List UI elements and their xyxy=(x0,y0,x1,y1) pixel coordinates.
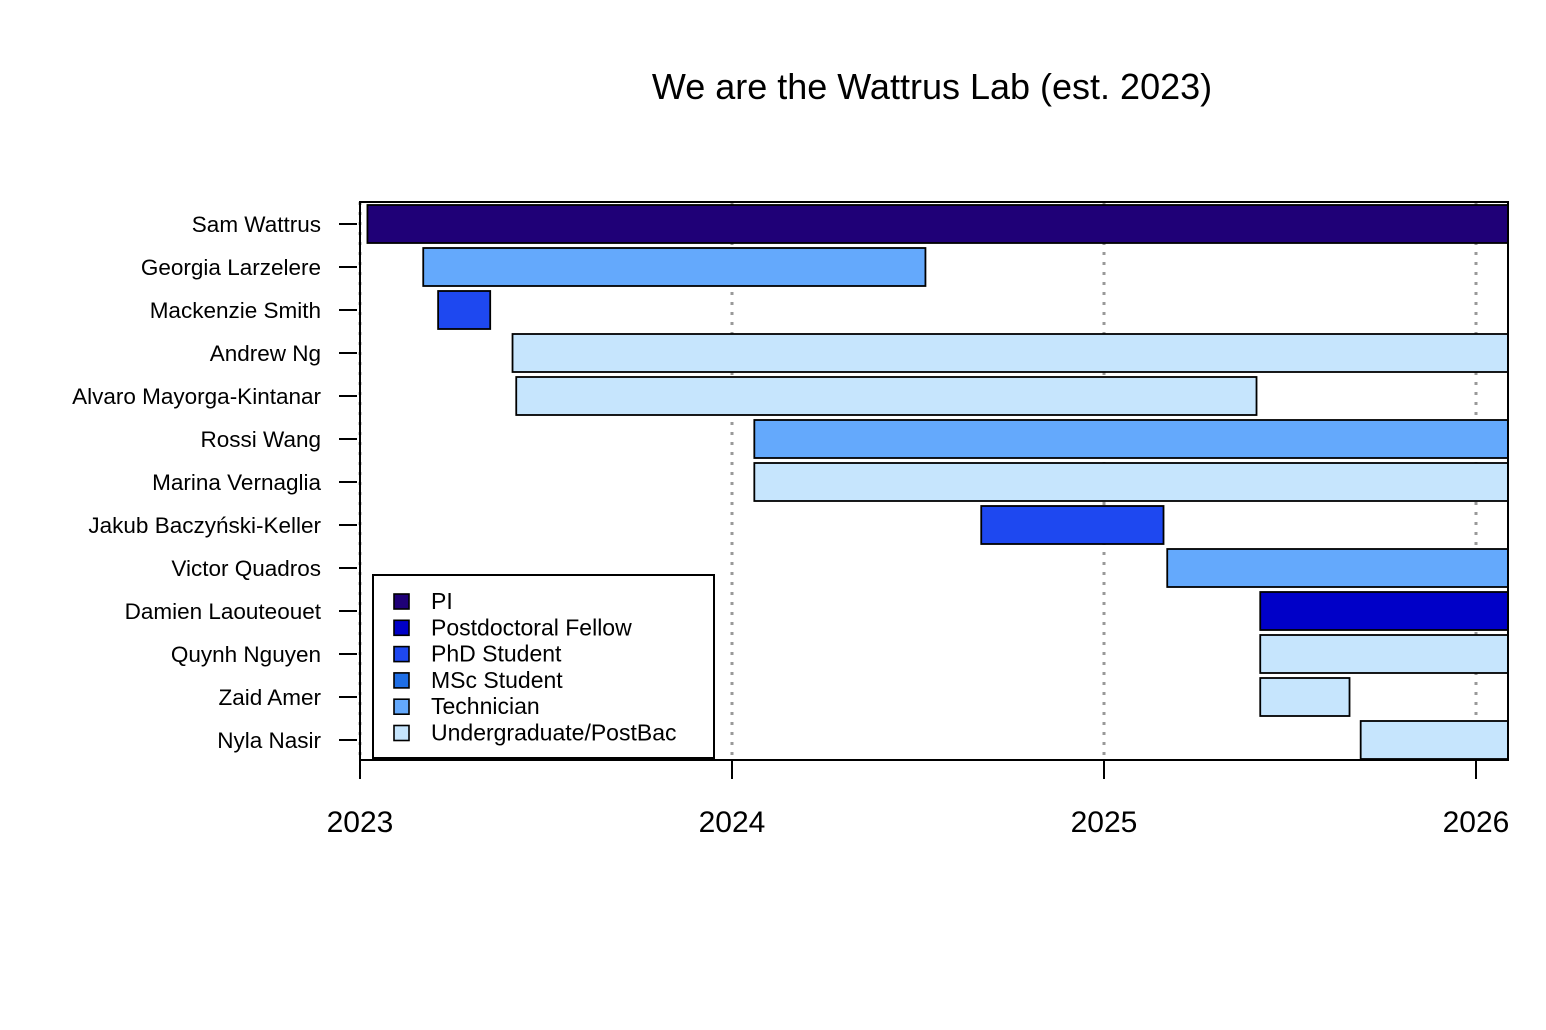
y-tick-label: Jakub Baczyński-Keller xyxy=(88,513,321,538)
legend-swatch xyxy=(393,619,410,637)
bar-victor-quadros xyxy=(1166,548,1509,588)
chart-title: We are the Wattrus Lab (est. 2023) xyxy=(652,66,1212,107)
bar-jakub-baczynski-keller xyxy=(980,505,1165,545)
y-tick-label: Rossi Wang xyxy=(201,427,321,452)
legend-swatch xyxy=(393,698,410,716)
legend-label: Undergraduate/PostBac xyxy=(431,720,677,746)
y-tick-label: Nyla Nasir xyxy=(217,728,321,753)
legend-label: MSc Student xyxy=(431,667,563,693)
y-axis: Sam Wattrus Georgia Larzelere Mackenzie Sm… xyxy=(72,212,357,753)
bar-georgia-larzelere xyxy=(422,247,927,287)
y-tick-label: Alvaro Mayorga-Kintanar xyxy=(72,384,321,409)
legend-swatch xyxy=(393,645,410,663)
legend-label: PI xyxy=(431,588,453,614)
bar-andrew-ng xyxy=(511,333,1509,373)
bar-marina-vernaglia xyxy=(753,462,1509,502)
bar-mackenzie-smith xyxy=(437,290,492,330)
plot-frame xyxy=(359,201,1509,761)
bar-zaid-amer xyxy=(1259,677,1351,717)
legend-label: PhD Student xyxy=(431,641,562,667)
bar-damien-laouteouet xyxy=(1259,591,1509,631)
y-tick-label: Georgia Larzelere xyxy=(141,255,321,280)
x-tick-label: 2023 xyxy=(327,806,394,839)
bar-alvaro-mayorga-kintanar xyxy=(515,376,1258,416)
x-tick-label: 2026 xyxy=(1443,806,1510,839)
y-tick-label: Quynh Nguyen xyxy=(171,642,321,667)
y-tick-label: Damien Laouteouet xyxy=(125,599,322,624)
bar-rossi-wang xyxy=(753,419,1509,459)
x-tick-label: 2024 xyxy=(699,806,766,839)
bar-quynh-nguyen xyxy=(1259,634,1509,674)
legend-label: Postdoctoral Fellow xyxy=(431,614,632,640)
y-tick-label: Zaid Amer xyxy=(218,685,321,710)
legend-box xyxy=(372,574,715,759)
bar-sam-wattrus xyxy=(366,204,1509,244)
bar-nyla-nasir xyxy=(1359,720,1509,760)
y-tick-label: Sam Wattrus xyxy=(192,212,321,237)
y-tick-label: Marina Vernaglia xyxy=(152,470,321,495)
y-tick-label: Mackenzie Smith xyxy=(150,298,321,323)
legend-swatch xyxy=(393,593,410,610)
y-tick-label: Andrew Ng xyxy=(210,341,321,366)
x-axis: 2023 2024 2025 2026 xyxy=(327,760,1510,839)
legend-swatch xyxy=(393,724,410,742)
legend-swatch xyxy=(393,672,410,689)
legend-label: Technician xyxy=(431,693,540,719)
y-tick-label: Victor Quadros xyxy=(171,556,321,581)
member-bars xyxy=(366,204,1509,760)
x-tick-label: 2025 xyxy=(1071,806,1138,839)
